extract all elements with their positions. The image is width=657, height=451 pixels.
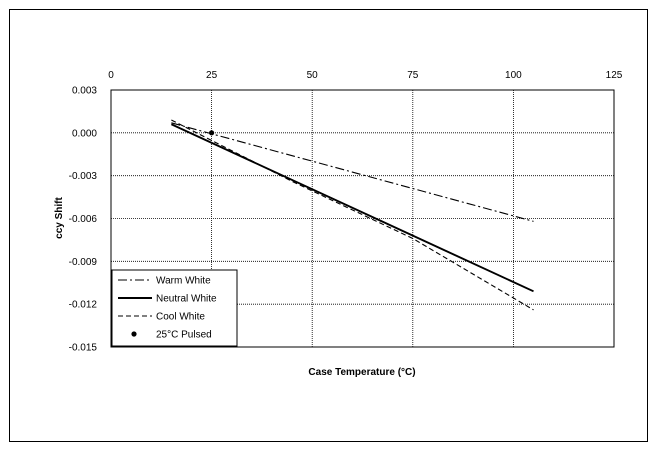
legend-label-neutral-white: Neutral White [156, 294, 217, 305]
x-tick-label: 50 [307, 70, 319, 81]
x-tick-label: 0 [108, 70, 114, 81]
x-tick-label: 100 [505, 70, 522, 81]
plot-area [110, 89, 615, 348]
legend-label-25-c-pulsed: 25°C Pulsed [156, 330, 212, 341]
series-25-c-pulsed-point [209, 130, 215, 136]
legend-swatch-25-c-pulsed [131, 331, 137, 337]
series-neutral-white-line [170, 123, 534, 293]
x-tick-labels: 0 25 50 75 100 125 [108, 70, 623, 81]
y-axis-title: ccy Shift [54, 196, 65, 238]
x-axis-title: Case Temperature (°C) [308, 367, 415, 378]
y-tick-label: -0.012 [69, 300, 98, 311]
legend-label-warm-white: Warm White [156, 276, 211, 287]
y-tick-label: 0.003 [72, 86, 97, 97]
y-tick-labels: 0.003 0.000 -0.003 -0.006 -0.009 -0.012 -0.015 [69, 86, 98, 354]
y-tick-label: -0.015 [69, 343, 98, 354]
series-cool-white-line [171, 119, 534, 311]
series-layer [170, 119, 534, 311]
legend: Warm White Neutral White Cool White 25°C Pu… [111, 269, 238, 347]
y-tick-label: -0.009 [69, 257, 98, 268]
series-warm-white-line [171, 122, 534, 222]
chart-frame [9, 9, 648, 442]
y-tick-label: -0.003 [69, 171, 98, 182]
x-tick-label: 125 [606, 70, 623, 81]
y-tick-label: -0.006 [69, 214, 98, 225]
legend-label-cool-white: Cool White [156, 312, 205, 323]
x-tick-label: 25 [206, 70, 218, 81]
y-tick-label: 0.000 [72, 128, 97, 139]
x-tick-label: 75 [407, 70, 419, 81]
